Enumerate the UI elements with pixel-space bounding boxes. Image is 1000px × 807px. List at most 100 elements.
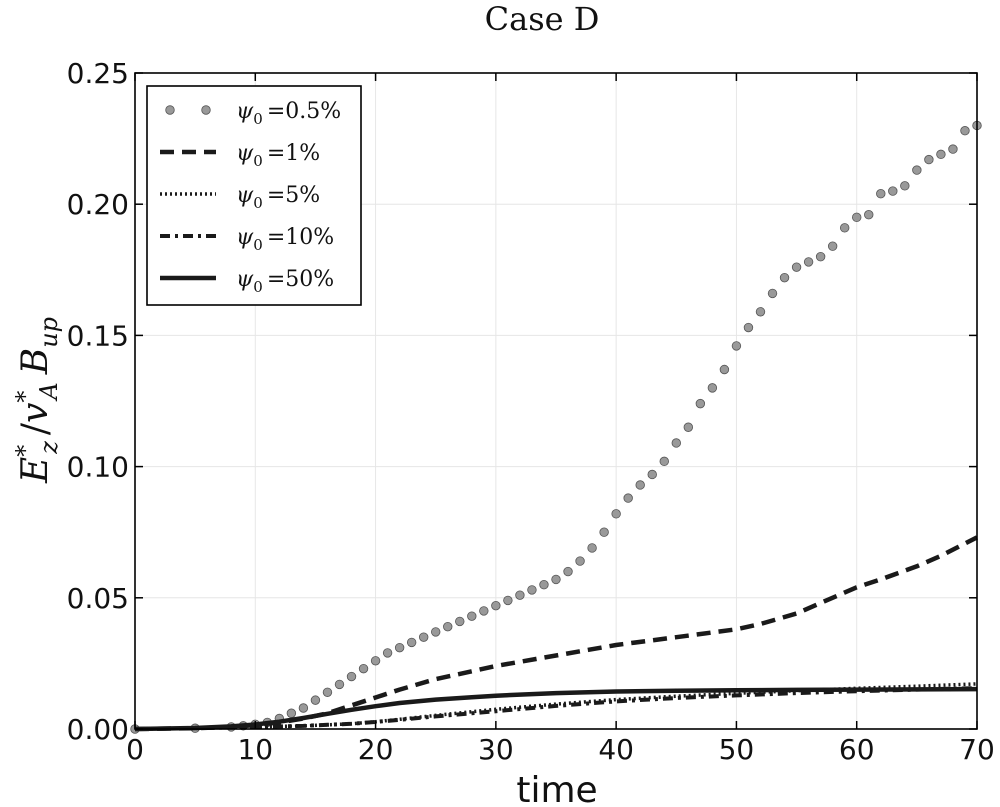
y-label-v-sub: A (35, 382, 63, 401)
legend-item: ψ0 =10% (160, 225, 334, 254)
legend-label-psi: ψ (236, 183, 254, 208)
legend-label-sub: 0 (253, 236, 263, 254)
legend-item: ψ0 =0.5% (165, 99, 341, 128)
x-tick-label: 40 (598, 733, 634, 766)
series-0-point (876, 189, 886, 199)
series-0-point (394, 642, 405, 653)
series-0-point (671, 438, 681, 448)
x-tick-label: 0 (126, 733, 144, 766)
legend-marker (201, 105, 211, 115)
legend-label: ψ0 =5% (236, 183, 320, 212)
legend-item: ψ0 =50% (160, 267, 334, 296)
axis-ticks: 0 10 20 30 40 50 60 70 0.00 0.05 0.10 0.15 0.20 0.25 (67, 57, 995, 766)
series-0-point (358, 663, 369, 674)
legend-label-value: =1% (267, 141, 320, 166)
series-0-point (683, 422, 694, 432)
series-0-point (527, 585, 537, 595)
series-0-point (936, 149, 946, 160)
series-0-point (839, 223, 850, 233)
series-0-point (443, 621, 453, 632)
x-tick-label: 60 (839, 733, 875, 766)
series-0-point (599, 527, 609, 537)
y-tick-label: 0.10 (67, 451, 129, 484)
legend-label-value: =10% (267, 225, 334, 250)
legend-label-psi: ψ (236, 225, 254, 250)
legend: ψ0 =0.5%ψ0 =1%ψ0 =5%ψ0 =10%ψ0 =50% (146, 85, 362, 306)
y-tick-label: 0.25 (67, 57, 129, 90)
legend-label-psi: ψ (236, 267, 254, 292)
y-tick-label: 0.15 (67, 319, 129, 352)
series-0-point (888, 186, 898, 196)
series-0-point (647, 469, 657, 480)
chart-title: Case D (485, 0, 600, 38)
series-0-point (912, 165, 922, 175)
legend-label-value: =50% (267, 267, 334, 292)
series-layer (130, 120, 982, 734)
x-tick-label: 10 (237, 733, 273, 766)
series-0-point (791, 262, 802, 272)
series-0-point (382, 648, 393, 658)
series-0-point (924, 154, 934, 165)
legend-box (146, 85, 362, 306)
plot-area-frame (134, 72, 978, 730)
series-0-point (815, 251, 826, 262)
series-0-point (455, 616, 465, 627)
legend-label-value: =5% (267, 183, 320, 208)
legend-label: ψ0 =50% (236, 267, 334, 296)
legend-item: ψ0 =1% (160, 141, 320, 170)
series-0-point (659, 456, 669, 467)
series-0-point (286, 708, 297, 718)
y-tick-label: 0.05 (67, 582, 129, 615)
legend-label-value: =0.5% (267, 99, 341, 124)
y-tick-label: 0.20 (67, 188, 129, 221)
series-0-point (864, 209, 874, 220)
series-0-point (755, 307, 766, 317)
series-0-point (479, 606, 489, 616)
series-0-point (779, 272, 790, 283)
series-0-point (515, 590, 525, 600)
series-0-point (298, 703, 309, 713)
y-axis-label: E*z/v*ABup (11, 317, 63, 484)
series-0-point (960, 126, 970, 136)
series-4-line (134, 686, 978, 732)
legend-label-sub: 0 (253, 110, 263, 128)
series-0-point (491, 600, 501, 611)
legend-label-psi: ψ (236, 141, 254, 166)
series-0-point (767, 288, 778, 299)
y-label-b-sub: up (35, 317, 63, 348)
y-label-v: v (15, 403, 56, 423)
legend-label-sub: 0 (253, 278, 263, 296)
y-label-e-sub: z (35, 441, 63, 455)
y-label-v-sup: * (11, 391, 39, 403)
series-0-point (322, 687, 333, 697)
series-0-point (467, 611, 477, 621)
series-0-point (900, 181, 910, 191)
series-0-point (827, 241, 838, 251)
series-0-point (731, 341, 742, 351)
legend-marker (165, 105, 175, 115)
series-0-point (551, 574, 561, 585)
y-tick-label: 0.00 (67, 713, 129, 746)
x-axis-label: time (516, 770, 597, 807)
legend-label: ψ0 =10% (236, 225, 334, 254)
series-0-point (587, 543, 597, 553)
legend-item: ψ0 =5% (160, 183, 320, 212)
x-tick-label: 30 (478, 733, 514, 766)
legend-label-sub: 0 (253, 194, 263, 212)
series-0-point (623, 493, 633, 503)
series-0-point (575, 556, 585, 566)
legend-label-sub: 0 (253, 152, 263, 170)
series-1-line (134, 535, 979, 732)
series-0-point (852, 212, 862, 223)
legend-label: ψ0 =0.5% (236, 99, 341, 128)
series-0-point (539, 579, 549, 590)
series-0-point (431, 627, 441, 637)
series-0-point (310, 695, 321, 705)
y-label-e-sup: * (11, 445, 39, 457)
series-0-point (346, 671, 357, 682)
legend-label-psi: ψ (236, 99, 254, 124)
series-0-point (743, 322, 754, 333)
series-0-point (563, 566, 573, 577)
legend-label: ψ0 =1% (236, 141, 320, 170)
series-0-point (334, 679, 345, 690)
